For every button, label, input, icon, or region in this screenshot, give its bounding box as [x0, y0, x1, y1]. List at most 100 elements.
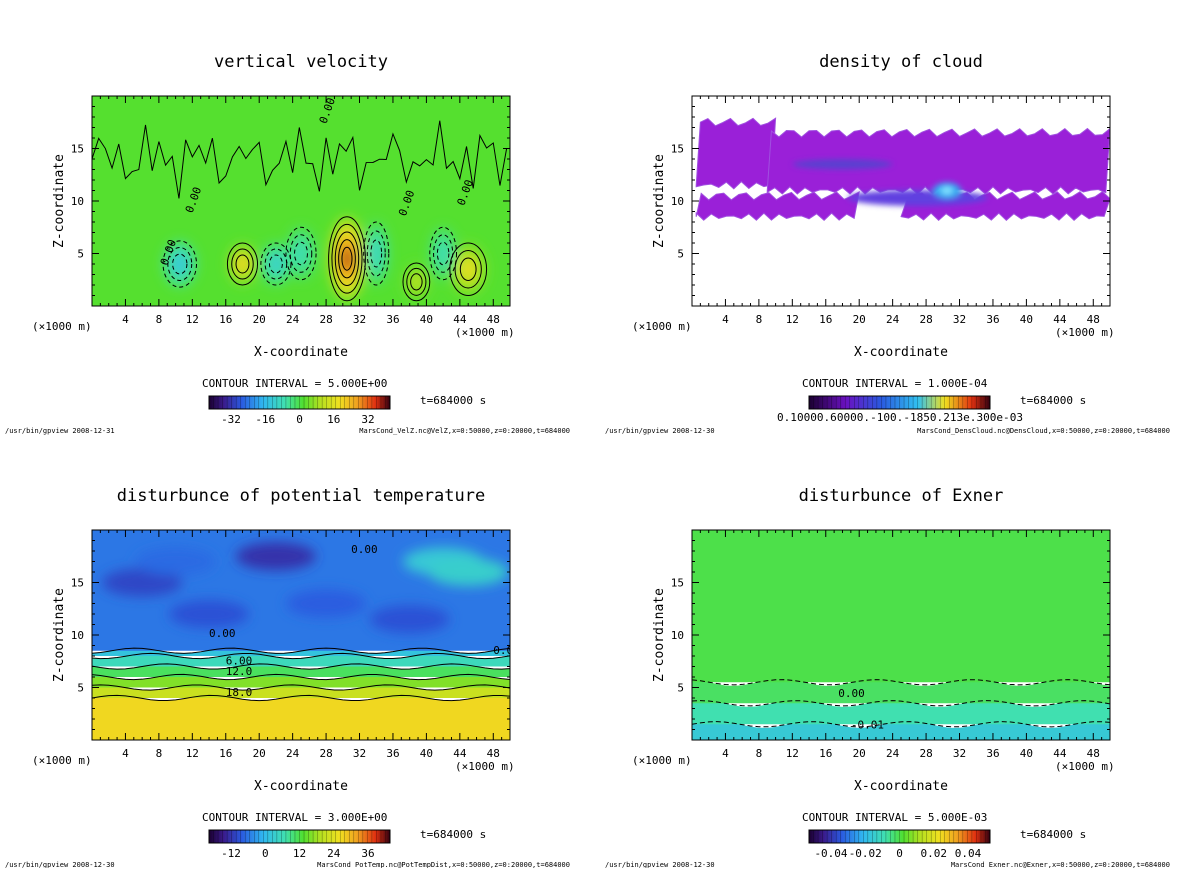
x-tick-label: 44	[1053, 747, 1067, 760]
cloud-peak-center	[940, 186, 953, 195]
field-layer-4	[92, 653, 510, 667]
panel-ptemp: disturbunce of potential temperature 0.00…	[5, 486, 570, 869]
x-unit-left: (×1000 m)	[632, 320, 692, 333]
x-tick-label: 8	[156, 313, 163, 326]
x-tick-label: 20	[853, 313, 866, 326]
contour-5-2	[268, 254, 283, 274]
x-tick-label: 8	[756, 313, 763, 326]
cloud-upper-band	[792, 159, 893, 170]
field-layer-0	[92, 695, 510, 740]
time-label: t=684000 s	[420, 828, 486, 841]
x-axis-label: X-coordinate	[854, 779, 948, 794]
contour-1-2	[235, 254, 250, 274]
feature-5-level-3	[272, 258, 280, 270]
x-unit-right: (×1000 m)	[455, 326, 515, 339]
cloud-layer-2	[695, 117, 777, 190]
y-axis	[692, 540, 1110, 730]
contour-2-1	[454, 250, 482, 289]
feature-8-level-3	[439, 246, 447, 261]
y-tick-label: 5	[77, 682, 84, 695]
contour-upper-zero	[92, 120, 508, 199]
y-tick-label: 5	[77, 248, 84, 261]
contours	[92, 647, 510, 702]
cloud-layers	[695, 117, 1110, 222]
x-tick-label: 28	[919, 747, 932, 760]
y-tick-label: 5	[677, 248, 684, 261]
colorbar-divisions	[213, 830, 386, 843]
footer-program: /usr/bin/gpview 2008-12-30	[5, 861, 115, 868]
x-tick-label: 36	[986, 747, 999, 760]
contour-interval: CONTOUR INTERVAL = 5.000E-03	[802, 811, 987, 824]
contour-7-1	[366, 230, 386, 277]
footer-source: MarsCond_DensCloud.nc@DensCloud,x=0:5000…	[917, 427, 1170, 435]
contour-label: 0.00	[209, 627, 236, 640]
colorbar-tick-label: 16	[327, 413, 340, 426]
x-tick-label: 8	[756, 747, 763, 760]
contour-8-2	[436, 241, 450, 266]
y-tick-label: 15	[671, 577, 684, 590]
contour-line-0	[692, 721, 1110, 728]
field-layer-2	[692, 678, 1110, 704]
field-layer-3	[92, 663, 510, 677]
y-tick-label: 10	[71, 195, 84, 208]
x-tick-label: 48	[1087, 747, 1100, 760]
feature-2-level-3	[463, 262, 473, 276]
colorbar-tick-label: -12	[221, 847, 241, 860]
contour-2-0	[449, 242, 488, 296]
x-tick-label: 32	[953, 747, 966, 760]
upper-feature-6	[428, 558, 509, 586]
x-tick-label: 4	[122, 747, 129, 760]
x-tick-label: 36	[386, 747, 399, 760]
contour-0-1	[331, 223, 363, 294]
colorbar-tick-label: -16	[255, 413, 275, 426]
contour-line-1	[92, 684, 510, 691]
contour-6-2	[294, 241, 308, 266]
colorbar-tick-label: 12	[293, 847, 306, 860]
x-tick-label: 48	[1087, 313, 1100, 326]
contour-5-0	[260, 242, 292, 286]
contour-interval: CONTOUR INTERVAL = 5.000E+00	[202, 377, 387, 390]
contour-1-1	[231, 248, 254, 280]
upper-feature-3	[286, 589, 367, 618]
x-axis-label: X-coordinate	[254, 345, 348, 360]
contour-1-0	[226, 242, 259, 286]
y-axis-label: Z-coordinate	[652, 154, 667, 248]
contour-label: 0.00	[493, 644, 520, 657]
x-unit-right: (×1000 m)	[455, 760, 515, 773]
x-axis	[699, 530, 1103, 740]
footer-source: MarsCond_Exner.nc@Exner,x=0:50000,z=0:20…	[951, 861, 1170, 868]
x-tick-label: 36	[986, 313, 999, 326]
x-tick-label: 4	[722, 747, 729, 760]
colorbar-tick-label: 0	[896, 847, 903, 860]
y-axis-label: Z-coordinate	[652, 588, 667, 682]
plot-area	[692, 96, 1110, 306]
time-label: t=684000 s	[420, 394, 486, 407]
contour-0-0	[328, 216, 366, 302]
contour-label: 0.00	[351, 543, 378, 556]
footer-source: MarsCond_PotTemp.nc@PotTempDist,x=0:5000…	[317, 861, 570, 868]
field-layer-1	[92, 684, 510, 698]
contour-label: 18.0	[226, 686, 253, 699]
y-tick-label: 10	[671, 195, 684, 208]
contours	[692, 679, 1110, 728]
x-axis-label: X-coordinate	[254, 779, 348, 794]
x-tick-label: 44	[453, 313, 467, 326]
contour-2-2	[459, 257, 477, 281]
x-tick-label: 44	[453, 747, 467, 760]
colorbar-tick-label: 0.02	[921, 847, 948, 860]
colorbar-divisions	[213, 396, 386, 409]
x-tick-label: 40	[420, 313, 433, 326]
colorbar-tick-label: -0.04	[814, 847, 847, 860]
contour-label: -0.01	[851, 718, 884, 731]
contour-line-4	[92, 652, 510, 660]
feature-0-level-3	[342, 248, 352, 270]
contour-6-1	[289, 234, 313, 273]
cloud-layer-0	[695, 191, 860, 221]
contour-3-1	[406, 267, 427, 296]
contour-3-0	[402, 262, 431, 302]
plot-area: 0.000.000.00 0.00 0.00	[92, 96, 510, 306]
colorbar-tick-label: -32	[221, 413, 241, 426]
x-tick-label: 20	[253, 313, 266, 326]
